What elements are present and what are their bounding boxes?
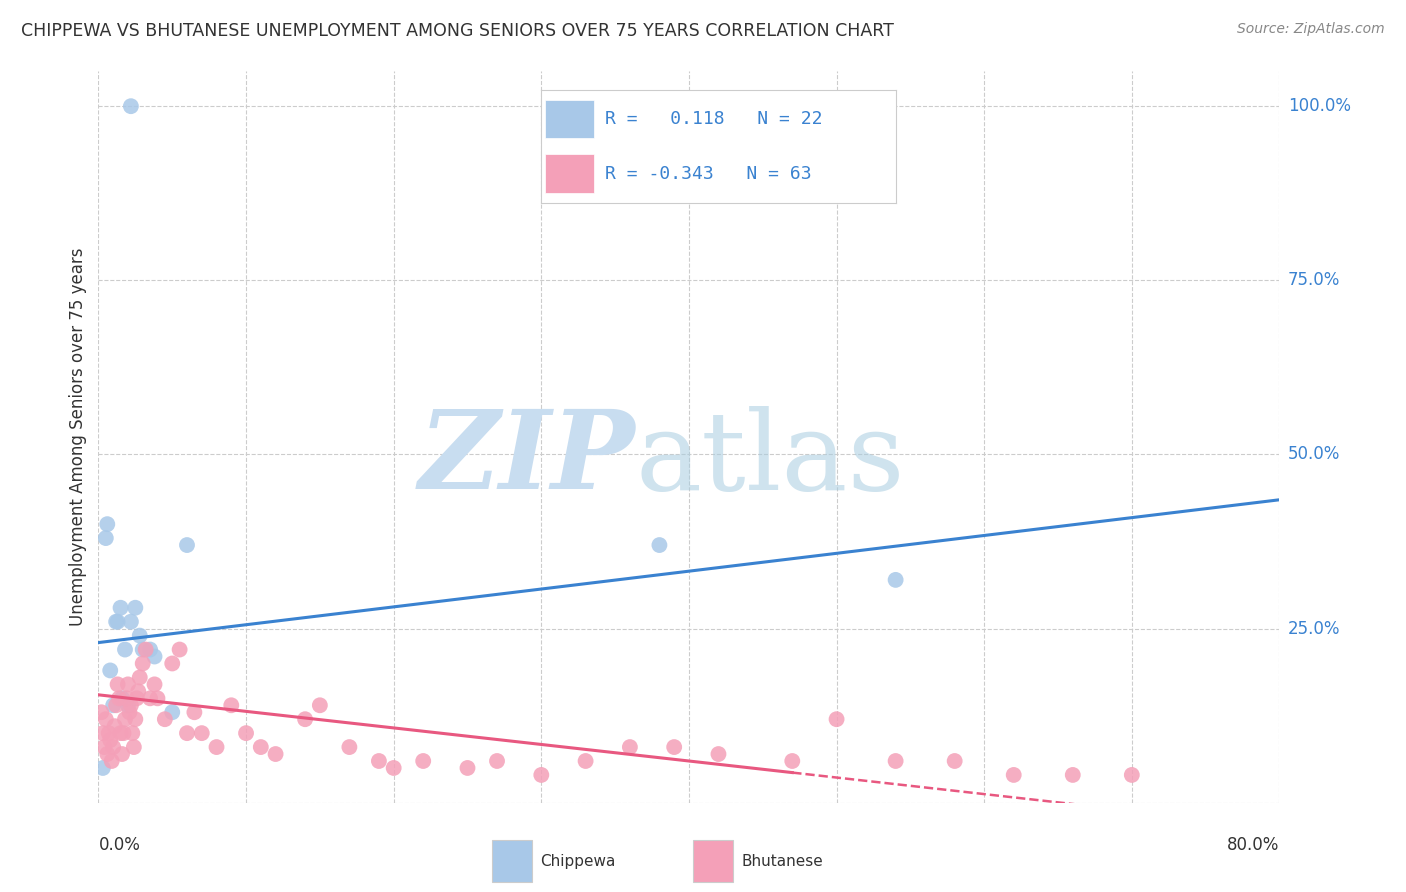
Point <box>122 740 145 755</box>
Point <box>139 691 162 706</box>
Point <box>105 615 128 629</box>
Point <box>664 740 686 755</box>
Point <box>264 747 287 761</box>
Point <box>124 600 146 615</box>
Point <box>91 761 114 775</box>
Point <box>121 726 143 740</box>
Point <box>574 754 596 768</box>
Point <box>143 677 166 691</box>
Text: 75.0%: 75.0% <box>1288 271 1340 289</box>
Point <box>132 642 155 657</box>
Point <box>619 740 641 755</box>
Text: 25.0%: 25.0% <box>1288 620 1340 638</box>
Point <box>110 726 132 740</box>
Point <box>98 733 121 747</box>
Point <box>132 657 155 671</box>
Point <box>176 726 198 740</box>
Point <box>93 740 115 755</box>
Point <box>368 754 391 768</box>
Point <box>143 649 166 664</box>
Point <box>337 740 360 755</box>
Text: CHIPPEWA VS BHUTANESE UNEMPLOYMENT AMONG SENIORS OVER 75 YEARS CORRELATION CHART: CHIPPEWA VS BHUTANESE UNEMPLOYMENT AMONG… <box>21 22 894 40</box>
Point <box>91 726 114 740</box>
Y-axis label: Unemployment Among Seniors over 75 years: Unemployment Among Seniors over 75 years <box>69 248 87 626</box>
Point <box>114 712 136 726</box>
Text: atlas: atlas <box>636 406 905 513</box>
Point <box>250 740 273 755</box>
Point <box>127 684 149 698</box>
Point <box>90 705 112 719</box>
Point <box>235 726 257 740</box>
Point <box>191 726 214 740</box>
Point <box>98 664 121 678</box>
Point <box>648 538 671 552</box>
Point <box>782 754 804 768</box>
Point <box>96 747 118 761</box>
Point <box>103 740 125 755</box>
Point <box>456 761 478 775</box>
Point <box>486 754 509 768</box>
Point <box>943 754 966 768</box>
Point <box>120 698 142 713</box>
Point <box>115 691 138 706</box>
Point <box>412 754 434 768</box>
Point <box>117 698 139 713</box>
Point <box>105 698 128 713</box>
Point <box>110 600 132 615</box>
Point <box>111 747 134 761</box>
Text: 100.0%: 100.0% <box>1288 97 1351 115</box>
Point <box>530 768 553 782</box>
Point <box>382 761 405 775</box>
Point <box>112 726 135 740</box>
Point <box>128 670 150 684</box>
Point <box>108 691 131 706</box>
Point <box>825 712 848 726</box>
Point <box>111 691 134 706</box>
Point <box>117 677 139 691</box>
Point <box>94 531 117 545</box>
Point <box>104 719 127 733</box>
Point <box>884 573 907 587</box>
Text: 0.0%: 0.0% <box>98 836 141 854</box>
Point <box>97 726 120 740</box>
Text: Source: ZipAtlas.com: Source: ZipAtlas.com <box>1237 22 1385 37</box>
Point <box>162 705 183 719</box>
Point <box>125 691 148 706</box>
Point <box>118 705 141 719</box>
Point <box>120 615 142 629</box>
Point <box>153 712 176 726</box>
Point <box>1062 768 1084 782</box>
Point <box>146 691 169 706</box>
Point <box>107 677 129 691</box>
Point <box>309 698 332 713</box>
Point <box>707 747 730 761</box>
Text: ZIP: ZIP <box>419 405 636 513</box>
Point <box>139 642 162 657</box>
Point <box>94 712 117 726</box>
Point <box>162 657 183 671</box>
Point <box>96 517 118 532</box>
Point <box>124 712 146 726</box>
Point <box>107 615 129 629</box>
Point <box>135 642 157 657</box>
Point <box>103 698 125 713</box>
Point <box>100 754 122 768</box>
Point <box>176 538 198 552</box>
Point <box>1121 768 1143 782</box>
Point <box>128 629 150 643</box>
Text: 50.0%: 50.0% <box>1288 445 1340 464</box>
Point <box>169 642 191 657</box>
Point <box>183 705 205 719</box>
Point <box>114 642 136 657</box>
Point <box>205 740 228 755</box>
Point <box>219 698 242 713</box>
Point <box>1002 768 1025 782</box>
Point <box>120 99 142 113</box>
Text: 80.0%: 80.0% <box>1227 836 1279 854</box>
Point <box>294 712 316 726</box>
Point <box>884 754 907 768</box>
